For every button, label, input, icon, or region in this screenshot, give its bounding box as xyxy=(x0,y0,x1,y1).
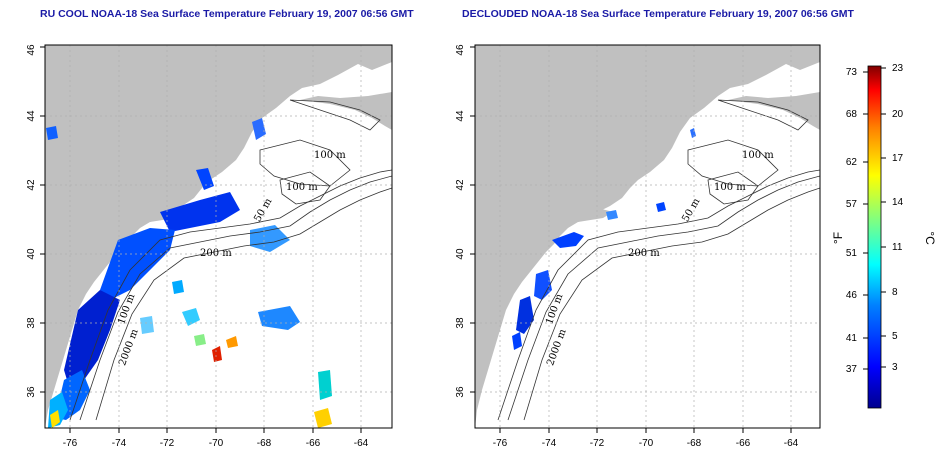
right-contour-label: 200 m xyxy=(628,248,660,259)
colorbar-f-tick: 62 xyxy=(846,157,858,168)
left-contour-label: 200 m xyxy=(200,248,232,259)
right-contour-label: 100 m xyxy=(742,150,774,161)
colorbar-f-tick: 41 xyxy=(846,333,858,344)
colorbar-fahrenheit-ticks: 73 68 62 57 51 46 41 37 xyxy=(846,67,858,375)
right-map-land xyxy=(475,45,820,428)
colorbar-gradient xyxy=(867,65,882,409)
colorbar-c-tick: 20 xyxy=(892,109,904,120)
colorbar-celsius-ticks: 23 20 17 14 11 8 5 3 xyxy=(892,63,904,373)
colorbar-f-tick: 57 xyxy=(846,199,858,210)
left-map-title: RU COOL NOAA-18 Sea Surface Temperature … xyxy=(40,8,414,20)
right-lon-tick-label: -74 xyxy=(542,438,557,449)
right-map-long-island xyxy=(558,208,613,222)
right-lat-tick-label: 38 xyxy=(455,317,466,329)
left-map-panel: 100 m 100 m 200 m 50 m 100 m 2000 m -76 … xyxy=(26,44,393,449)
right-lon-tick-label: -70 xyxy=(639,438,654,449)
left-lat-tick-label: 36 xyxy=(26,386,37,398)
left-lon-tick-label: -72 xyxy=(160,438,175,449)
right-lon-tick-label: -76 xyxy=(493,438,508,449)
colorbar-c-tick: 11 xyxy=(892,242,903,253)
left-map-lat-axis: 36 38 40 42 44 46 xyxy=(26,44,45,398)
right-lat-tick-label: 42 xyxy=(455,179,466,191)
colorbar-c-tick: 3 xyxy=(892,362,898,373)
left-lat-tick-label: 38 xyxy=(26,317,37,329)
right-map-lon-axis: -76 -74 -72 -70 -68 -66 -64 xyxy=(493,428,799,449)
right-lat-tick-label: 36 xyxy=(455,386,466,398)
colorbar-c-tick: 5 xyxy=(892,331,898,342)
colorbar-f-tick: 37 xyxy=(846,364,858,375)
left-lat-tick-label: 42 xyxy=(26,179,37,191)
left-map-lon-axis: -76 -74 -72 -70 -68 -66 -64 xyxy=(63,428,369,449)
colorbar-f-tick: 51 xyxy=(846,248,858,259)
left-contour-label: 100 m xyxy=(286,182,318,193)
colorbar-f-tick: 73 xyxy=(846,67,858,78)
right-map-panel: 100 m 100 m 200 m 50 m 100 m 2000 m -76 … xyxy=(455,44,821,449)
right-lon-tick-label: -68 xyxy=(687,438,702,449)
right-lon-tick-label: -64 xyxy=(784,438,799,449)
right-lat-tick-label: 40 xyxy=(455,248,466,260)
colorbar-celsius-label: °C xyxy=(923,231,937,245)
colorbar: 73 68 62 57 51 46 41 37 23 20 17 14 11 8… xyxy=(831,63,937,409)
left-map-contours xyxy=(69,99,392,421)
left-lon-tick-label: -64 xyxy=(354,438,369,449)
right-map-frame xyxy=(474,44,821,429)
right-map-sst-patches xyxy=(512,128,696,350)
left-contour-label: 100 m xyxy=(314,150,346,161)
left-lon-tick-label: -74 xyxy=(112,438,127,449)
right-map-title: DECLOUDED NOAA-18 Sea Surface Temperatur… xyxy=(462,8,854,20)
right-lat-tick-label: 46 xyxy=(455,44,466,56)
right-map-grid xyxy=(475,45,820,428)
right-map-lat-axis: 36 38 40 42 44 46 xyxy=(455,44,475,398)
right-lon-tick-label: -72 xyxy=(590,438,605,449)
left-map-grid xyxy=(45,45,392,428)
right-map-contours xyxy=(497,99,820,421)
left-lat-tick-label: 40 xyxy=(26,248,37,260)
colorbar-c-tick: 14 xyxy=(892,197,904,208)
colorbar-c-tick: 17 xyxy=(892,153,904,164)
right-contour-label: 100 m xyxy=(714,182,746,193)
colorbar-f-tick: 46 xyxy=(846,290,858,301)
left-lat-tick-label: 44 xyxy=(26,110,37,122)
left-map-land xyxy=(45,45,392,428)
colorbar-fahrenheit-label: °F xyxy=(831,232,845,244)
colorbar-c-tick: 23 xyxy=(892,63,904,74)
colorbar-c-tick: 8 xyxy=(892,287,898,298)
left-lon-tick-label: -76 xyxy=(63,438,78,449)
left-lon-tick-label: -66 xyxy=(306,438,321,449)
right-lon-tick-label: -66 xyxy=(736,438,751,449)
left-lat-tick-label: 46 xyxy=(26,44,37,56)
left-lon-tick-label: -70 xyxy=(209,438,224,449)
right-lat-tick-label: 44 xyxy=(455,110,466,122)
colorbar-f-tick: 68 xyxy=(846,109,858,120)
left-map-frame xyxy=(44,44,393,429)
left-lon-tick-label: -68 xyxy=(257,438,272,449)
